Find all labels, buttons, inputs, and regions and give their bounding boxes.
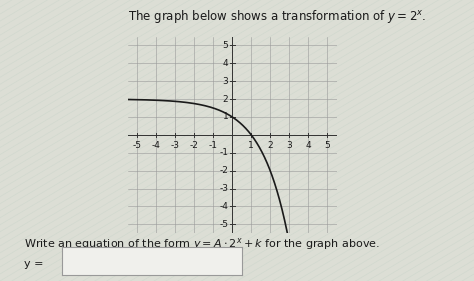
Text: y =: y = bbox=[24, 259, 43, 269]
Text: 4: 4 bbox=[305, 141, 311, 150]
Text: 3: 3 bbox=[223, 77, 228, 86]
Text: 5: 5 bbox=[324, 141, 330, 150]
Text: -3: -3 bbox=[171, 141, 180, 150]
Text: 1: 1 bbox=[248, 141, 254, 150]
Text: The graph below shows a transformation of $y = 2^x$.: The graph below shows a transformation o… bbox=[128, 8, 426, 25]
Text: -2: -2 bbox=[190, 141, 199, 150]
Text: 5: 5 bbox=[223, 41, 228, 50]
Text: -5: -5 bbox=[219, 220, 228, 229]
Text: Write an equation of the form $y = A \cdot 2^x + k$ for the graph above.: Write an equation of the form $y = A \cd… bbox=[24, 236, 380, 252]
Text: -1: -1 bbox=[219, 148, 228, 157]
Text: -3: -3 bbox=[219, 184, 228, 193]
Text: 2: 2 bbox=[223, 95, 228, 104]
Text: 4: 4 bbox=[223, 59, 228, 68]
Text: 2: 2 bbox=[267, 141, 273, 150]
Text: -5: -5 bbox=[133, 141, 142, 150]
Text: 3: 3 bbox=[286, 141, 292, 150]
Text: -1: -1 bbox=[209, 141, 218, 150]
Text: -4: -4 bbox=[152, 141, 161, 150]
Text: -2: -2 bbox=[219, 166, 228, 175]
Text: -4: -4 bbox=[219, 202, 228, 211]
Text: 1: 1 bbox=[223, 112, 228, 121]
